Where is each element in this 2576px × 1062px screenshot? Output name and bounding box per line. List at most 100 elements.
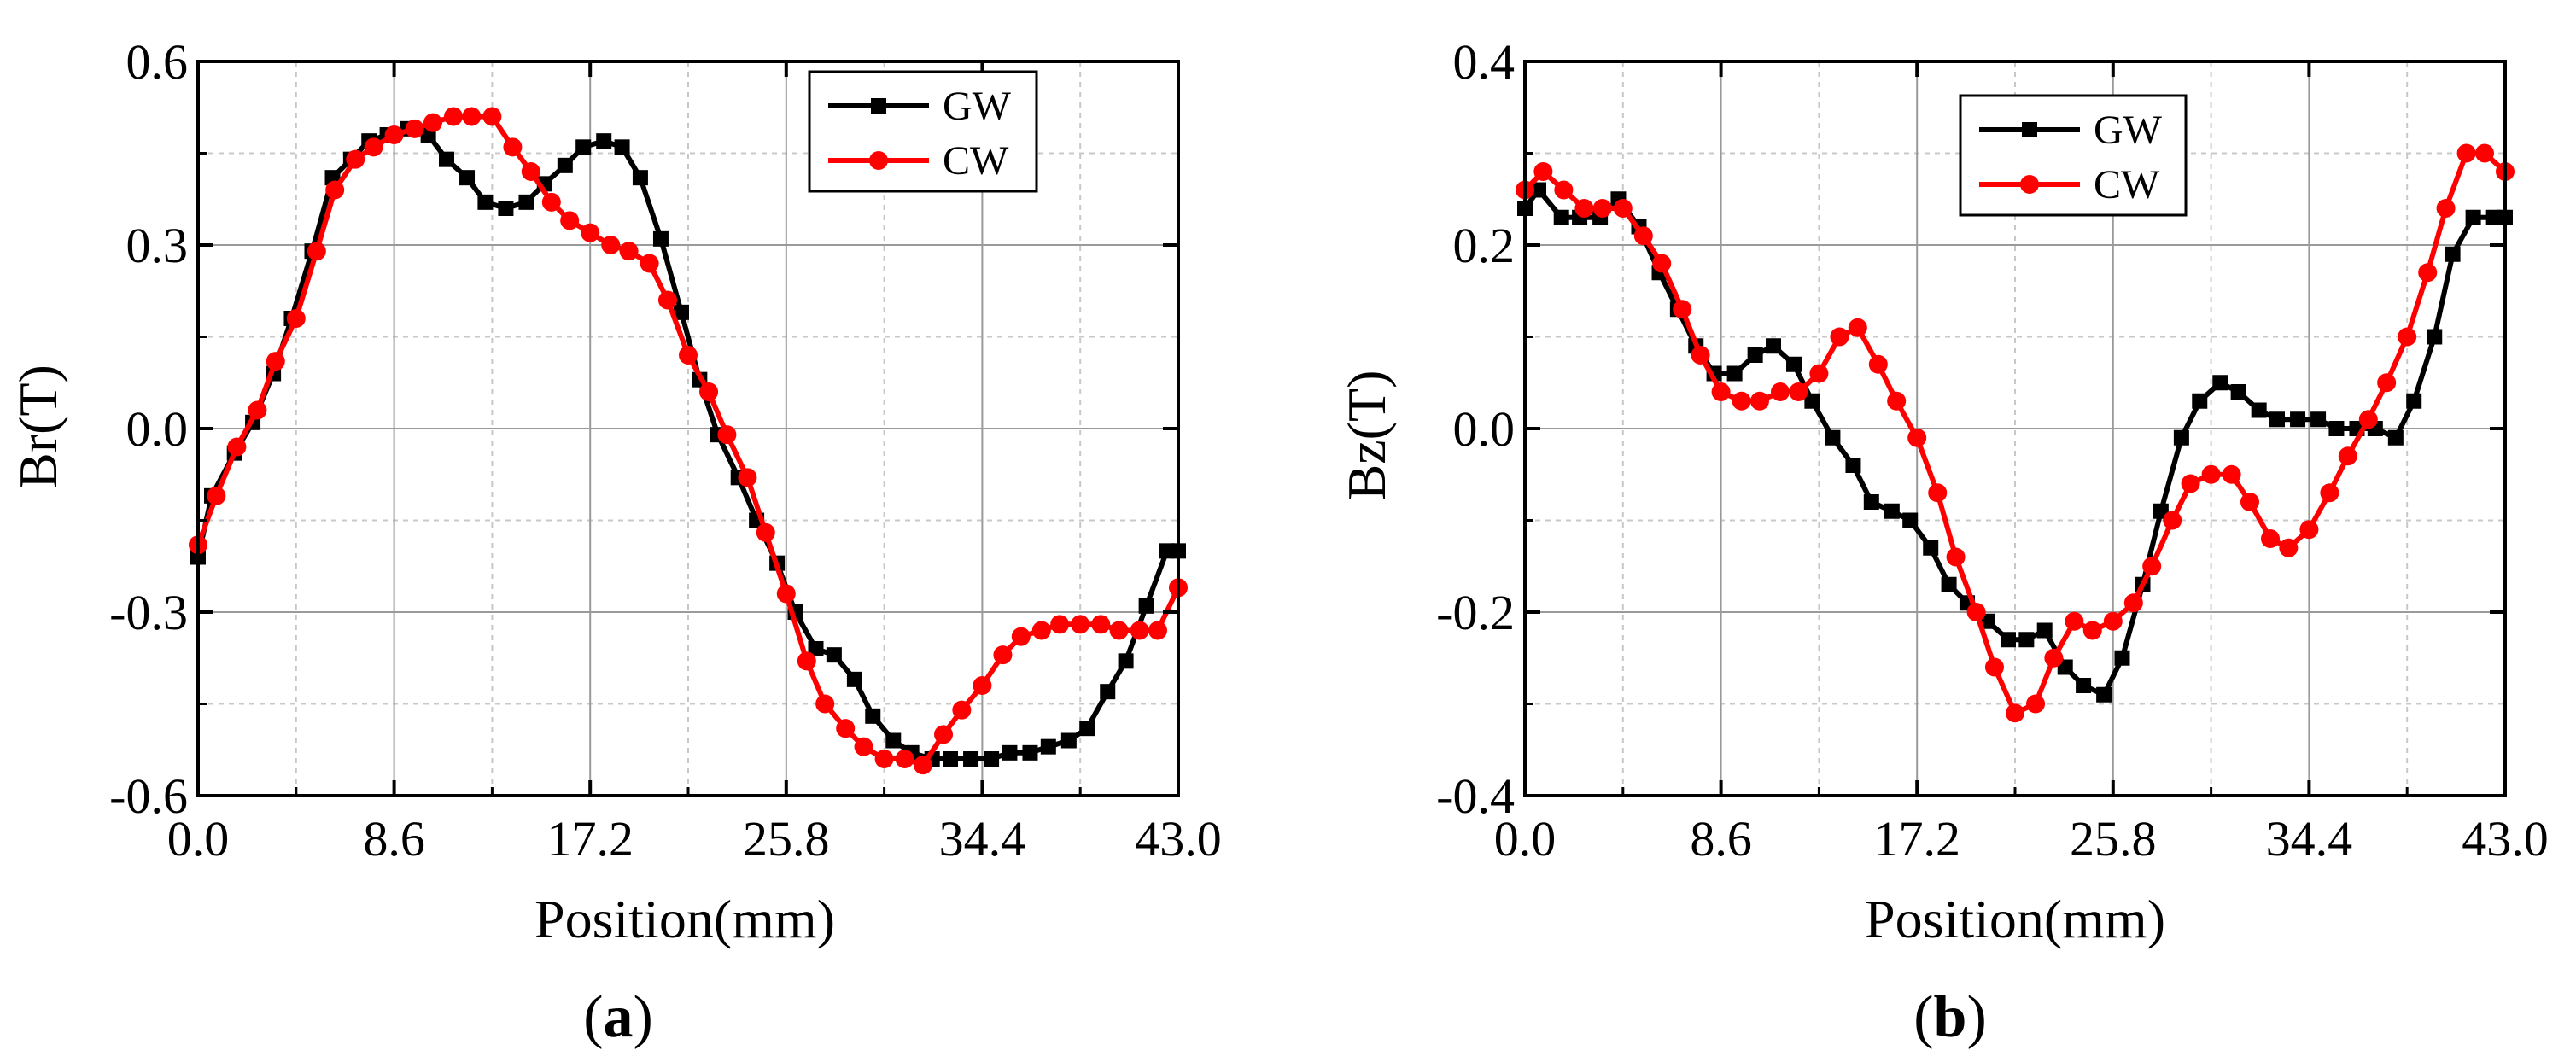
point-gw-b bbox=[2445, 246, 2461, 262]
y-axis-label-b: Bz(T) bbox=[1336, 371, 1397, 501]
point-cw-a bbox=[815, 694, 835, 714]
caption-b: (b) bbox=[1913, 984, 1987, 1050]
x-tick-label-a: 34.4 bbox=[939, 811, 1026, 867]
point-cw-b bbox=[1848, 318, 1867, 337]
point-gw-b bbox=[1902, 512, 1919, 528]
point-cw-b bbox=[1633, 226, 1653, 246]
point-cw-b bbox=[1984, 657, 2004, 677]
point-gw-b bbox=[2230, 384, 2246, 400]
x-tick-label-b: 17.2 bbox=[1873, 811, 1960, 867]
x-axis-label-b: Position(mm) bbox=[1865, 889, 2165, 949]
legend-marker-gw-b bbox=[2022, 122, 2037, 137]
point-cw-b bbox=[1946, 547, 1966, 567]
legend-box-b bbox=[1959, 94, 2188, 217]
point-cw-a bbox=[248, 400, 267, 420]
point-gw-b bbox=[2269, 411, 2286, 428]
point-gw-a bbox=[1022, 744, 1038, 761]
point-cw-b bbox=[1533, 162, 1553, 181]
point-gw-a bbox=[518, 194, 534, 210]
y-tick-label-a: 0.6 bbox=[126, 34, 189, 90]
point-gw-b bbox=[2465, 209, 2481, 225]
point-gw-a bbox=[632, 170, 648, 186]
x-tick-label-b: 34.4 bbox=[2266, 811, 2353, 867]
point-cw-b bbox=[2338, 446, 2357, 466]
point-cw-b bbox=[2398, 327, 2417, 347]
point-cw-b bbox=[1554, 180, 1574, 200]
point-gw-b bbox=[1845, 458, 1861, 473]
point-cw-a bbox=[560, 211, 580, 230]
point-cw-a bbox=[952, 700, 972, 720]
point-gw-b bbox=[2387, 429, 2404, 446]
point-gw-b bbox=[2290, 411, 2306, 428]
x-tick-label-a: 43.0 bbox=[1135, 811, 1222, 867]
legend-marker-gw-a bbox=[871, 98, 886, 114]
point-cw-b bbox=[2103, 611, 2123, 631]
legend-marker-cw-a bbox=[869, 151, 888, 170]
point-cw-a bbox=[601, 236, 621, 254]
point-cw-a bbox=[462, 107, 482, 126]
point-cw-b bbox=[1652, 254, 1672, 273]
point-gw-a bbox=[557, 157, 573, 173]
point-gw-a bbox=[846, 671, 862, 687]
point-gw-a bbox=[614, 139, 630, 155]
point-cw-b bbox=[1771, 382, 1790, 401]
point-gw-a bbox=[1118, 653, 1134, 669]
point-cw-a bbox=[1050, 615, 1070, 634]
y-tick-label-a: -0.3 bbox=[109, 585, 188, 640]
point-cw-b bbox=[2377, 373, 2397, 393]
point-gw-b bbox=[1825, 429, 1841, 446]
point-cw-a bbox=[895, 750, 914, 768]
point-cw-a bbox=[364, 137, 383, 157]
axes-b bbox=[1523, 60, 2507, 797]
point-cw-b bbox=[1907, 428, 1927, 447]
point-gw-b bbox=[1941, 576, 1957, 592]
point-cw-b bbox=[1574, 199, 1594, 218]
point-cw-a bbox=[657, 290, 677, 310]
point-cw-b bbox=[1732, 391, 1751, 411]
point-cw-b bbox=[2279, 538, 2299, 557]
point-gw-b bbox=[1923, 540, 1939, 556]
y-tick-label-a: -0.6 bbox=[109, 768, 188, 824]
y-axis-label-a: Br(T) bbox=[8, 365, 68, 489]
point-gw-b bbox=[2251, 402, 2267, 418]
point-cw-b bbox=[2418, 263, 2438, 283]
legend-label-cw-b: CW bbox=[2094, 162, 2160, 207]
point-cw-a bbox=[679, 346, 698, 365]
point-cw-b bbox=[2006, 703, 2024, 723]
y-tick-label-b: -0.2 bbox=[1436, 585, 1515, 640]
point-cw-a bbox=[1148, 621, 1167, 640]
x-tick-label-a: 0.0 bbox=[167, 811, 230, 867]
point-cw-b bbox=[2222, 464, 2241, 484]
point-gw-b bbox=[2096, 686, 2112, 703]
point-cw-a bbox=[836, 719, 856, 738]
caption-a: (a) bbox=[583, 984, 653, 1050]
point-cw-b bbox=[2436, 199, 2456, 218]
point-cw-b bbox=[1868, 354, 1888, 374]
point-gw-b bbox=[1531, 182, 1547, 198]
point-cw-a bbox=[266, 352, 285, 371]
point-gw-a bbox=[1100, 684, 1116, 700]
point-gw-a bbox=[1040, 738, 1056, 755]
point-cw-b bbox=[1691, 346, 1710, 365]
point-cw-a bbox=[405, 119, 424, 138]
point-cw-a bbox=[1031, 621, 1051, 640]
chart-panel-b: 0.0 8.6 17.2 25.8 34.4 43.00.40.20.0-0.2-0.4 … bbox=[1336, 34, 2549, 1050]
point-cw-b bbox=[1592, 199, 1612, 218]
legend-label-gw-a: GW bbox=[943, 84, 1012, 129]
axes-a bbox=[196, 60, 1180, 797]
point-gw-a bbox=[865, 708, 881, 724]
point-cw-a bbox=[207, 486, 226, 505]
point-cw-a bbox=[286, 309, 306, 328]
x-tick-label-b: 43.0 bbox=[2462, 811, 2549, 867]
point-gw-a bbox=[477, 194, 494, 210]
point-cw-b bbox=[2474, 143, 2494, 163]
point-cw-a bbox=[699, 382, 719, 401]
caption-b-letter: b bbox=[1934, 984, 1967, 1050]
point-cw-b bbox=[2358, 410, 2378, 429]
point-gw-b bbox=[1863, 494, 1879, 510]
y-tick-label-a: 0.3 bbox=[126, 218, 189, 273]
point-cw-b bbox=[2044, 648, 2064, 668]
point-cw-b bbox=[1809, 364, 1829, 383]
point-cw-b bbox=[1928, 483, 1948, 503]
x-axis-label-a: Position(mm) bbox=[534, 889, 835, 949]
